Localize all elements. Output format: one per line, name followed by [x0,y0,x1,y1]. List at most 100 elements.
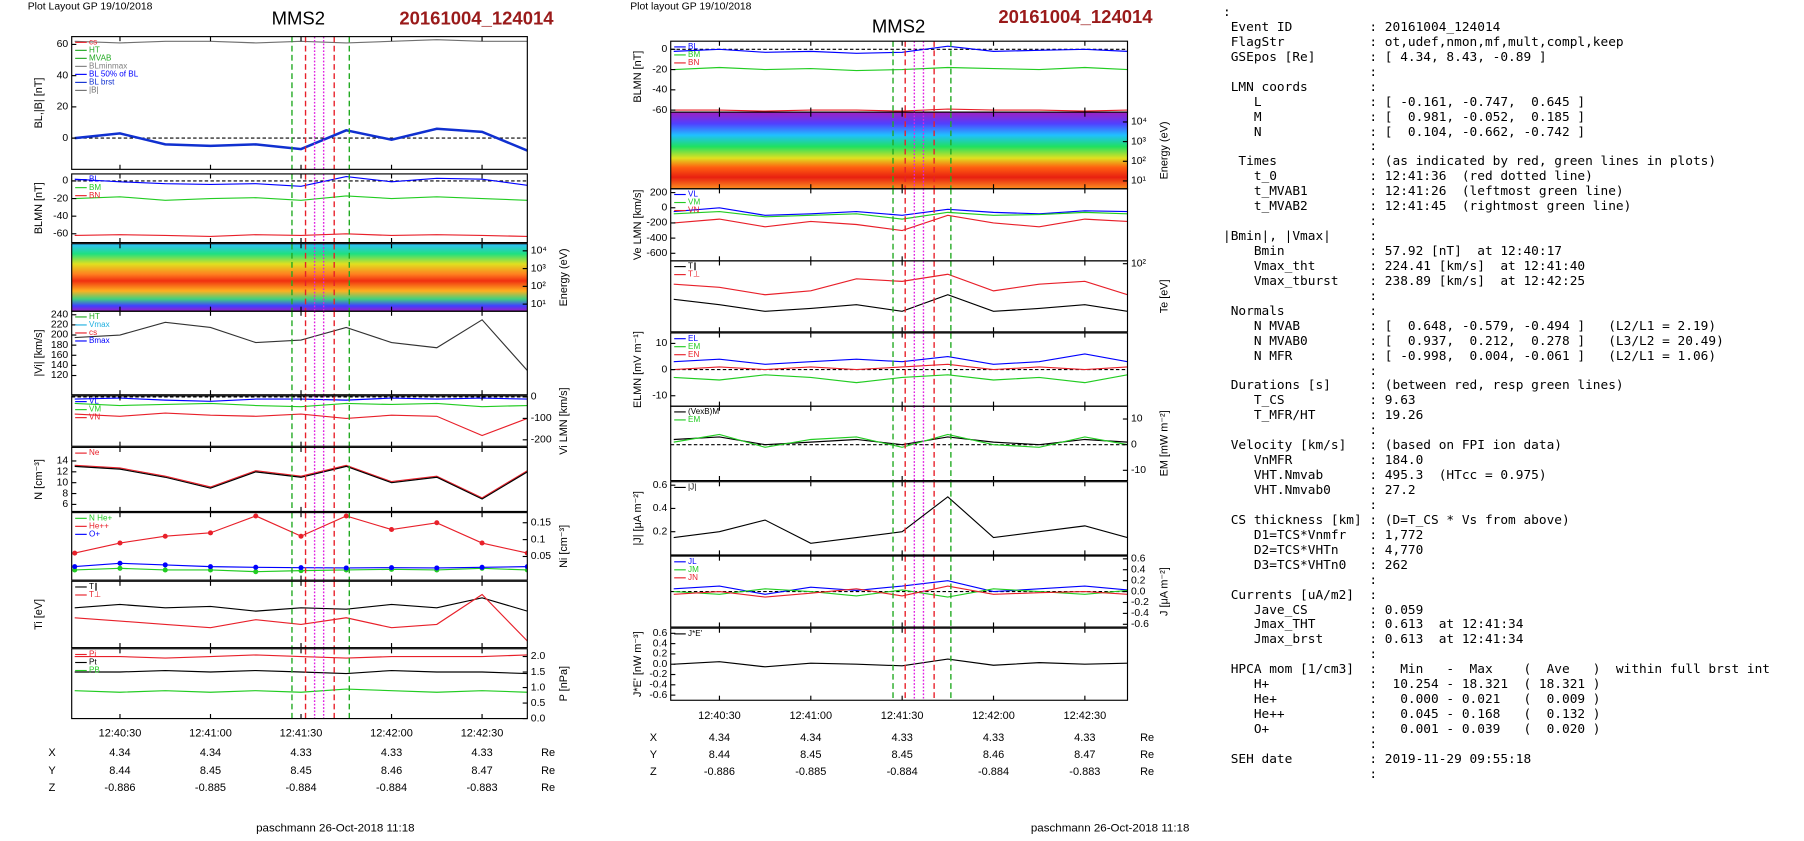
series-marker [479,564,485,570]
series-line [74,39,528,44]
series-marker [72,564,78,570]
y-tick-label: -0.4 [1131,608,1149,619]
y-axis-label: Ni [cm⁻³] [558,525,570,568]
ephemeris-value: -0.884 [887,766,918,778]
panel-plot [72,512,528,581]
ephemeris-value: 4.33 [983,732,1004,744]
legend-label: VN [89,413,100,422]
info-line: SEH date: 2019-11-29 09:55:18 [1223,752,1770,768]
panel: 0.60.40.20.0-0.2-0.4-0.6 J*E' [nW m⁻³] J*E… [632,627,1129,701]
info-key: Times [1223,154,1277,170]
x-tick-label: 12:41:00 [189,727,232,739]
info-line: GSEpos [Re]: [ 4.34, 8.43, -0.89 ] [1223,50,1770,66]
y-tick-label: 10² [1131,258,1147,269]
y-tick-label: -400 [646,233,667,244]
legend-label: BM [688,50,700,59]
series-marker [253,513,259,519]
y-tick-label: -20 [652,64,667,75]
info-value: : [1369,572,1378,588]
info-line: : [1223,737,1770,753]
info-line: O+: 0.001 - 0.039 ( 0.020 ) [1223,722,1770,738]
y-tick-label: -60 [652,105,667,116]
plot-header: Plot Layout GP 19/10/2018 [28,2,153,13]
info-key: t_MVAB1 [1223,184,1308,200]
info-line: |Bmin|, |Vmax|: [1223,229,1770,245]
info-value: : 1,772 [1369,527,1424,543]
info-value: : 0.000 - 0.021 ( 0.009 ) [1369,692,1601,708]
legend-label: BL brst [89,78,115,87]
info-value: : 262 [1369,557,1408,573]
y-tick-label: 0.2 [653,649,668,660]
info-key: O+ [1223,722,1270,737]
ephemeris-unit: Re [541,782,555,794]
panel-frame [71,395,528,447]
x-tick-label: 12:42:30 [1064,710,1107,722]
x-tick-label: 12:41:00 [789,710,832,722]
info-key: D3=TCS*VHTn0 [1223,557,1347,573]
series-line [74,402,528,408]
series-line [74,233,528,237]
ephemeris-value: -0.886 [104,782,135,794]
y-tick-label: 10⁴ [1131,117,1147,128]
ephemeris-value: 8.46 [381,765,402,777]
y-axis-label: J*E' [nW m⁻³] [632,631,644,697]
info-value: : [ 0.981, -0.052, 0.185 ] [1369,109,1586,125]
ephemeris-value: 4.34 [109,747,130,759]
y-tick-label: -10 [1131,465,1146,476]
info-line: : [1223,423,1770,439]
info-key: N MVAB0 [1223,333,1308,349]
ephemeris-unit: Re [541,765,555,777]
y-tick-label: 6 [62,499,68,510]
info-key: Vmax_tht [1223,258,1316,274]
ephemeris-value: 4.34 [200,747,221,759]
ephemeris-value: 8.45 [800,749,821,761]
info-value: : 12:41:36 (red dotted line) [1369,169,1593,185]
info-line: t_MVAB1: 12:41:26 (leftmost green line) [1223,184,1770,200]
series-line [673,294,1128,312]
panel-frame [71,648,528,720]
y-tick-label: 0 [62,176,68,187]
y-tick-label: 60 [57,39,69,50]
series-line [673,658,1128,668]
info-line: N: [ 0.104, -0.662, -0.742 ] [1223,124,1770,141]
legend-label: BLminmax [89,62,127,71]
series-marker [207,564,214,570]
info-value: : [ -0.161, -0.747, 0.645 ] [1369,94,1586,110]
series-line [74,464,528,499]
ephemeris-value: 4.33 [471,747,492,759]
legend-label: BN [688,58,699,67]
legend-label: (VexB)M [688,407,719,416]
y-tick-label: -40 [652,85,667,96]
y-tick-label: 12 [57,467,69,478]
legend-label: Pi [89,650,96,659]
info-key: Normals [1223,303,1285,319]
info-key: N [1223,124,1262,140]
info-line: Jmax_THT: 0.613 at 12:41:34 [1223,617,1770,633]
ephemeris-label: Z [49,782,56,794]
panel-frame [71,173,528,244]
info-line: VnMFR: 184.0 [1223,453,1770,469]
legend-label: Ne [89,448,100,457]
legend-label: HT [89,45,100,54]
legend-label: VN [688,206,699,215]
info-key: VHT.Nmvab [1223,468,1324,484]
panel-plot [74,648,528,719]
info-value: : 9.63 [1369,393,1416,409]
y-tick-label: -20 [53,193,68,204]
series-line [673,436,1128,446]
info-key: t_MVAB2 [1223,199,1308,215]
panel-frame [71,446,528,513]
info-value: : 184.0 [1369,453,1424,469]
y-tick-label: 0.6 [653,480,668,491]
ephemeris-value: 8.44 [109,765,130,777]
series-marker [117,540,123,546]
info-value: : 0.613 at 12:41:34 [1369,617,1524,633]
ephemeris-value: 8.46 [983,749,1004,761]
info-key: Jave_CS [1223,602,1308,618]
info-value: : [1369,423,1378,439]
ephemeris-value: 4.33 [381,747,402,759]
ephemeris-value: -0.884 [376,782,407,794]
